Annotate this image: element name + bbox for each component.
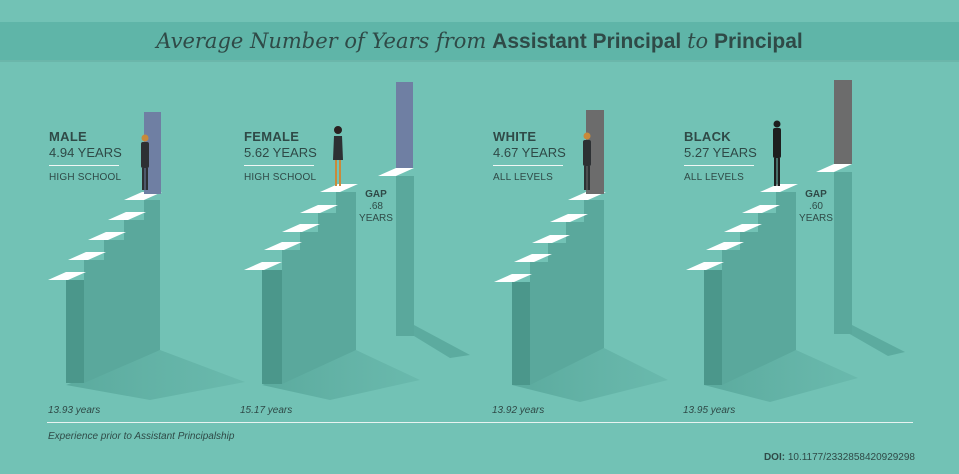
title-part-1: Average Number of Years from (156, 29, 487, 53)
gap-step (816, 164, 852, 172)
infographic-title: Average Number of Years from Assistant P… (0, 29, 959, 54)
step (300, 205, 338, 213)
gap-step (378, 168, 414, 176)
experience-female: 15.17 years (240, 405, 293, 416)
step (706, 242, 744, 250)
label-black: BLACK 5.27 YEARS ALL LEVELS (684, 129, 757, 183)
step (108, 212, 146, 220)
step (760, 184, 798, 192)
step (264, 242, 302, 250)
group-level: HIGH SCHOOL (244, 172, 317, 183)
title-part-4: Principal (714, 30, 803, 53)
stair-side (704, 270, 722, 385)
stair-shadow (512, 348, 668, 402)
doi-label: DOI: (763, 452, 786, 463)
group-years: 4.67 YEARS (493, 145, 566, 160)
group-name: MALE (49, 129, 88, 144)
step (514, 254, 552, 262)
gap-value: .68 (369, 201, 383, 212)
step (550, 214, 588, 222)
step (494, 274, 532, 282)
divider (49, 165, 119, 166)
group-name: BLACK (684, 129, 731, 144)
group-name: WHITE (493, 129, 537, 144)
group-level: HIGH SCHOOL (49, 172, 122, 183)
stair-shadow (66, 350, 245, 400)
title-part-2: Assistant Principal (492, 30, 682, 53)
stair-front (66, 200, 160, 383)
title-banner (0, 22, 959, 60)
staircase-male (48, 112, 245, 400)
step (88, 232, 126, 240)
stair-side (262, 270, 282, 384)
step (742, 205, 780, 213)
step (244, 262, 282, 270)
gap-pillar (396, 176, 414, 336)
stair-side (512, 282, 530, 385)
experience-white: 13.92 years (492, 405, 545, 416)
divider (684, 165, 754, 166)
person-man-icon (773, 120, 781, 186)
gap-unit: YEARS (799, 213, 833, 224)
experience-male: 13.93 years (48, 405, 101, 416)
gap-unit: YEARS (359, 213, 393, 224)
step (282, 224, 320, 232)
gap-value: .60 (809, 201, 823, 212)
stair-shadow (704, 350, 858, 402)
person-man-icon (583, 132, 591, 190)
step (68, 252, 106, 260)
step (48, 272, 86, 280)
stair-front (704, 192, 796, 385)
staircase-female (244, 82, 470, 400)
label-female: FEMALE 5.62 YEARS HIGH SCHOOL (244, 129, 317, 183)
stair-side (66, 280, 84, 383)
group-years: 5.27 YEARS (684, 145, 757, 160)
label-male: MALE 4.94 YEARS HIGH SCHOOL (49, 129, 122, 183)
stair-front (262, 192, 356, 384)
group-years: 4.94 YEARS (49, 145, 122, 160)
step (320, 184, 358, 192)
doi-reference: DOI: 10.1177/2332858420929298 (764, 452, 915, 463)
group-level: ALL LEVELS (493, 172, 554, 183)
stair-shadow (262, 350, 420, 400)
person-woman-icon (333, 126, 343, 186)
door (144, 112, 161, 194)
gap-label-gender: GAP .68 YEARS (358, 189, 394, 225)
group-level: ALL LEVELS (684, 172, 745, 183)
person-man-icon (141, 134, 149, 190)
baseline-divider (47, 422, 913, 423)
doi-value: 10.1177/2332858420929298 (787, 452, 915, 463)
door (396, 82, 413, 168)
group-years: 5.62 YEARS (244, 145, 317, 160)
experience-black: 13.95 years (683, 405, 736, 416)
staircase-white (494, 110, 668, 402)
staircase-black (686, 80, 905, 402)
label-white: WHITE 4.67 YEARS ALL LEVELS (493, 129, 566, 183)
gap-shadow (396, 325, 470, 358)
gap-title: GAP (805, 189, 827, 200)
step (724, 224, 762, 232)
step (686, 262, 724, 270)
gap-label-race: GAP .60 YEARS (798, 189, 834, 225)
stair-front (512, 200, 604, 385)
experience-caption: Experience prior to Assistant Principals… (48, 431, 235, 442)
door (586, 110, 604, 194)
gap-pillar (834, 172, 852, 334)
title-part-3: to (687, 29, 709, 53)
door (834, 80, 852, 164)
divider (244, 165, 314, 166)
step (532, 235, 570, 243)
divider (493, 165, 563, 166)
gap-title: GAP (365, 189, 387, 200)
group-name: FEMALE (244, 129, 300, 144)
